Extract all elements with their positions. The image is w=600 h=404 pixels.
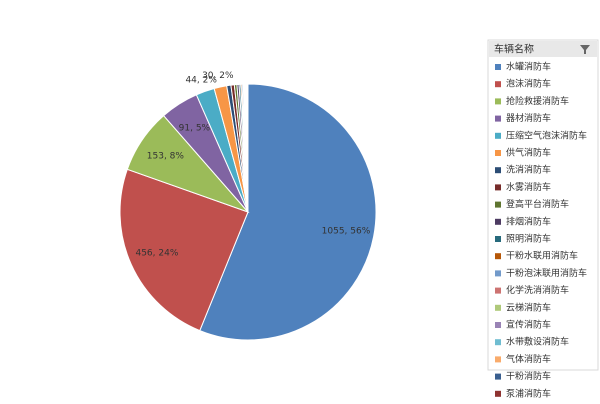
legend-swatch	[495, 219, 501, 225]
legend-title: 车辆名称	[494, 43, 534, 56]
legend-entry: 照明消防车	[506, 233, 551, 245]
legend-swatch	[495, 270, 501, 276]
legend-entry: 压缩空气泡沫消防车	[506, 129, 587, 141]
legend-entry: 云梯消防车	[506, 301, 551, 313]
legend-swatch	[495, 391, 501, 397]
legend-swatch	[495, 288, 501, 294]
legend-swatch	[495, 116, 501, 122]
legend-swatch	[495, 253, 501, 259]
legend-swatch	[495, 374, 501, 380]
legend-swatch	[495, 133, 501, 139]
legend-entry: 宣传消防车	[506, 319, 551, 331]
legend-swatch	[495, 202, 501, 208]
legend-swatch	[495, 167, 501, 173]
legend-entry: 泡沫消防车	[506, 78, 551, 90]
legend-entry: 干粉泡沫联用消防车	[506, 267, 587, 279]
legend-entry: 干粉消防车	[506, 370, 551, 382]
legend-swatch	[495, 150, 501, 156]
legend-swatch	[495, 305, 501, 311]
legend-swatch	[495, 98, 501, 104]
legend-entry: 水罐消防车	[506, 61, 551, 73]
legend-entry: 气体消防车	[506, 353, 551, 365]
legend-entry: 洗消消防车	[506, 164, 551, 176]
legend-swatch	[495, 322, 501, 328]
legend-entry: 化学洗消消防车	[506, 284, 569, 296]
legend-swatch	[495, 184, 501, 190]
legend-swatch	[495, 64, 501, 70]
data-label: 1055, 56%	[322, 227, 371, 237]
legend-swatch	[495, 81, 501, 87]
legend-swatch	[495, 236, 501, 242]
data-label: 30, 2%	[202, 71, 234, 81]
legend-swatch	[495, 356, 501, 362]
data-label: 153, 8%	[147, 151, 185, 161]
legend-entry: 水带敷设消防车	[506, 336, 569, 348]
legend-entry: 水雾消防车	[506, 181, 551, 193]
legend-entry: 登高平台消防车	[506, 198, 569, 210]
legend-swatch	[495, 339, 501, 345]
legend-entry: 泵浦消防车	[506, 387, 551, 399]
data-label: 456, 24%	[135, 248, 178, 258]
legend-entry: 器材消防车	[506, 112, 551, 124]
data-label: 91, 5%	[179, 123, 211, 133]
legend-entry: 供气消防车	[506, 147, 551, 159]
legend-entry: 抢险救援消防车	[506, 95, 569, 107]
legend-entry: 干粉水联用消防车	[506, 250, 578, 262]
legend-entry: 排烟消防车	[506, 215, 551, 227]
